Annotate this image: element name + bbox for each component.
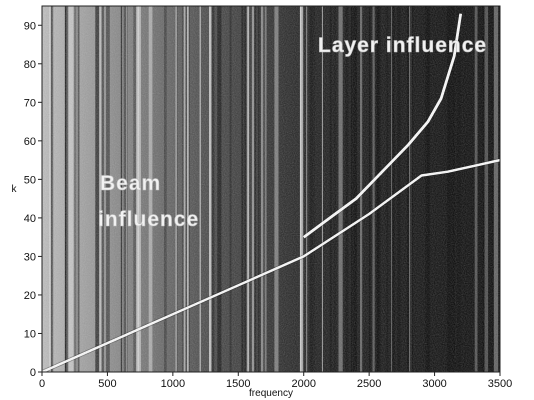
x-tick-label: 3000 [422,378,446,390]
x-tick-label: 2000 [291,378,315,390]
y-axis-label: k [12,184,18,195]
y-tick-label: 40 [24,213,36,225]
y-tick-label: 20 [24,290,36,302]
annotation-beam: Beam [100,172,161,195]
x-axis-ticks: 0 500 1000 1500 2000 2500 3000 3500 [39,372,512,390]
x-tick-label: 2500 [357,378,381,390]
y-tick-label: 80 [24,59,36,71]
y-tick-label: 0 [30,367,36,379]
y-tick-label: 90 [24,20,36,32]
y-tick-label: 60 [24,136,36,148]
plot-frame [41,5,501,373]
y-tick-label: 70 [24,97,36,109]
y-axis-ticks: 0 10 20 30 40 50 60 70 80 90 [24,20,42,379]
y-tick-label: 30 [24,251,36,263]
annotation-influence: influence [98,208,199,231]
annotations: Layer influence Beam influence [98,34,487,232]
x-tick-label: 1500 [226,378,250,390]
x-tick-label: 1000 [161,378,185,390]
noise-overlay [42,6,500,372]
x-tick-label: 0 [39,378,45,390]
y-tick-label: 50 [24,174,36,186]
x-tick-label: 500 [98,378,116,390]
plot-area [42,6,500,372]
x-tick-label: 3500 [488,378,512,390]
x-axis-label: frequency [249,388,293,399]
annotation-layer-influence: Layer influence [318,34,487,57]
y-tick-label: 10 [24,328,36,340]
